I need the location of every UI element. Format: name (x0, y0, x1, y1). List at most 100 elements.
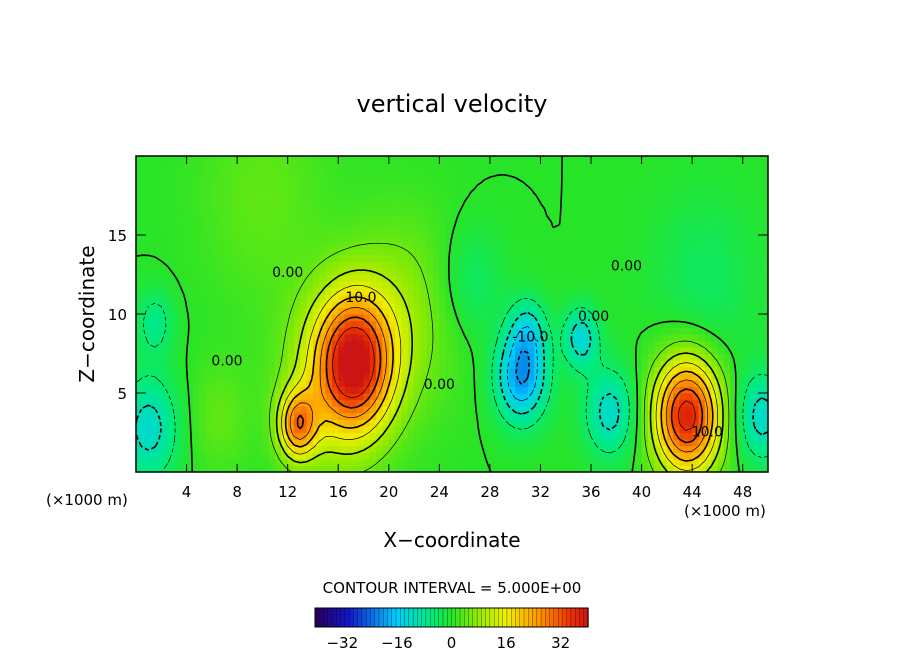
heatmap-cell (742, 169, 750, 177)
heatmap-cell (496, 307, 504, 315)
heatmap-cell (312, 465, 320, 472)
heatmap-cell (635, 248, 643, 256)
heatmap-cell (685, 425, 693, 434)
heatmap-cell (717, 175, 725, 183)
heatmap-cell (755, 175, 763, 183)
heatmap-cell (154, 300, 162, 309)
heatmap-cell (723, 458, 731, 467)
heatmap-cell (496, 412, 504, 420)
heatmap-cell (742, 379, 750, 388)
heatmap-cell (237, 432, 245, 440)
heatmap-cell (540, 399, 548, 407)
heatmap-cell (249, 221, 257, 230)
heatmap-cell (268, 432, 276, 440)
heatmap-cell (433, 340, 440, 348)
heatmap-cell (654, 307, 662, 315)
heatmap-cell (426, 188, 434, 197)
heatmap-cell (357, 267, 365, 276)
heatmap-cell (692, 182, 700, 190)
heatmap-cell (338, 373, 346, 381)
heatmap-cell (275, 465, 282, 472)
heatmap-cell (433, 386, 440, 394)
heatmap-cell (262, 182, 270, 190)
heatmap-cell (249, 360, 257, 368)
heatmap-cell (426, 202, 434, 210)
heatmap-cell (287, 465, 295, 472)
heatmap-cell (521, 162, 529, 170)
heatmap-cell (654, 162, 662, 170)
heatmap-cell (205, 235, 213, 243)
heatmap-cell (136, 333, 143, 341)
heatmap-cell (502, 287, 510, 295)
heatmap-cell (148, 254, 156, 262)
heatmap-cell (186, 452, 194, 460)
heatmap-cell (325, 393, 333, 401)
heatmap-cell (654, 175, 662, 183)
heatmap-cell (237, 425, 245, 434)
heatmap-cell (414, 412, 421, 420)
heatmap-cell (584, 300, 592, 309)
heatmap-cell (489, 452, 497, 460)
heatmap-cell (243, 399, 251, 407)
heatmap-cell (388, 195, 396, 203)
heatmap-cell (717, 188, 725, 197)
heatmap-cell (540, 248, 548, 256)
heatmap-cell (369, 241, 377, 249)
heatmap-cell (230, 287, 238, 295)
heatmap-cell (647, 208, 655, 216)
heatmap-cell (761, 379, 768, 388)
heatmap-cell (458, 360, 466, 368)
heatmap-cell (414, 261, 421, 269)
heatmap-cell (534, 406, 542, 414)
heatmap-cell (565, 353, 573, 361)
heatmap-cell (673, 445, 681, 453)
heatmap-cell (306, 439, 314, 447)
heatmap-cell (262, 366, 270, 374)
contour-label: 0.00 (211, 353, 242, 369)
heatmap-cell (546, 254, 554, 262)
heatmap-cell (230, 228, 238, 236)
heatmap-cell (439, 314, 447, 322)
heatmap-cell (603, 169, 611, 177)
heatmap-cell (433, 208, 440, 216)
heatmap-cell (591, 360, 598, 368)
heatmap-cell (622, 195, 630, 203)
heatmap-cell (167, 188, 175, 197)
heatmap-cell (294, 465, 301, 472)
heatmap-cell (230, 360, 238, 368)
heatmap-cell (761, 281, 768, 289)
heatmap-cell (281, 162, 289, 170)
heatmap-cell (489, 419, 497, 427)
heatmap-cell (243, 373, 251, 381)
heatmap-cell (338, 228, 346, 236)
heatmap-cell (546, 333, 554, 341)
heatmap-cell (489, 314, 497, 322)
heatmap-cell (654, 202, 662, 210)
heatmap-cell (527, 399, 535, 407)
heatmap-cell (502, 425, 510, 434)
heatmap-cell (489, 445, 497, 453)
heatmap-cell (325, 366, 333, 374)
heatmap-cell (654, 287, 662, 295)
heatmap-cell (325, 221, 333, 230)
heatmap-cell (591, 445, 598, 453)
heatmap-cell (439, 340, 447, 348)
heatmap-cell (641, 215, 649, 223)
heatmap-cell (755, 235, 763, 243)
heatmap-cell (647, 314, 655, 322)
heatmap-cell (218, 406, 226, 414)
heatmap-cell (167, 235, 175, 243)
heatmap-cell (243, 195, 251, 203)
heatmap-cell (660, 406, 668, 414)
heatmap-cell (622, 393, 630, 401)
heatmap-cell (464, 419, 472, 427)
heatmap-cell (591, 182, 598, 190)
heatmap-cell (142, 169, 150, 177)
heatmap-cell (666, 386, 674, 394)
heatmap-cell (616, 248, 624, 256)
heatmap-cell (515, 439, 523, 447)
heatmap-cell (319, 425, 327, 434)
heatmap-cell (363, 399, 371, 407)
heatmap-cell (534, 314, 542, 322)
heatmap-cell (218, 314, 226, 322)
